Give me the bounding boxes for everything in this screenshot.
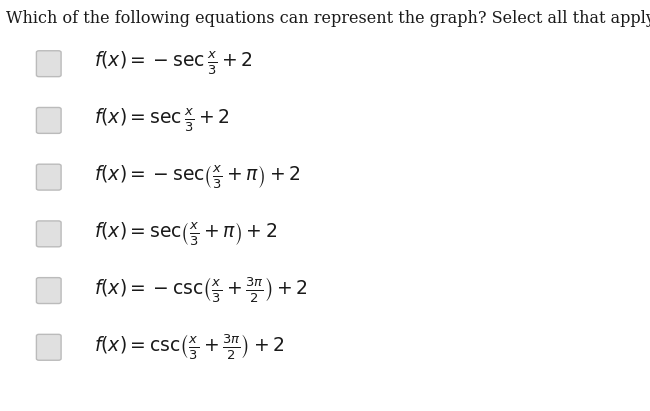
Text: $\mathit{f}(\mathit{x}) = -\mathrm{sec}\left(\frac{\mathit{x}}{3}+\pi\right)+2$: $\mathit{f}(\mathit{x}) = -\mathrm{sec}\…	[94, 164, 300, 191]
FancyBboxPatch shape	[36, 221, 61, 247]
Text: $\mathit{f}(\mathit{x}) = \mathrm{sec}\left(\frac{\mathit{x}}{3}+\pi\right)+2$: $\mathit{f}(\mathit{x}) = \mathrm{sec}\l…	[94, 220, 278, 247]
Text: $\mathit{f}(\mathit{x}) = \mathrm{csc}\left(\frac{\mathit{x}}{3}+\frac{3\pi}{2}\: $\mathit{f}(\mathit{x}) = \mathrm{csc}\l…	[94, 332, 285, 362]
FancyBboxPatch shape	[36, 51, 61, 76]
FancyBboxPatch shape	[36, 108, 61, 133]
Text: $\mathit{f}(\mathit{x}) = -\mathrm{sec}\,\frac{\mathit{x}}{3}+2$: $\mathit{f}(\mathit{x}) = -\mathrm{sec}\…	[94, 50, 253, 77]
FancyBboxPatch shape	[36, 164, 61, 190]
Text: $\mathit{f}(\mathit{x}) = -\mathrm{csc}\left(\frac{\mathit{x}}{3}+\frac{3\pi}{2}: $\mathit{f}(\mathit{x}) = -\mathrm{csc}\…	[94, 276, 308, 305]
Text: Which of the following equations can represent the graph? Select all that apply.: Which of the following equations can rep…	[6, 10, 650, 27]
Text: $\mathit{f}(\mathit{x}) = \mathrm{sec}\,\frac{\mathit{x}}{3}+2$: $\mathit{f}(\mathit{x}) = \mathrm{sec}\,…	[94, 107, 230, 134]
FancyBboxPatch shape	[36, 278, 61, 304]
FancyBboxPatch shape	[36, 335, 61, 360]
